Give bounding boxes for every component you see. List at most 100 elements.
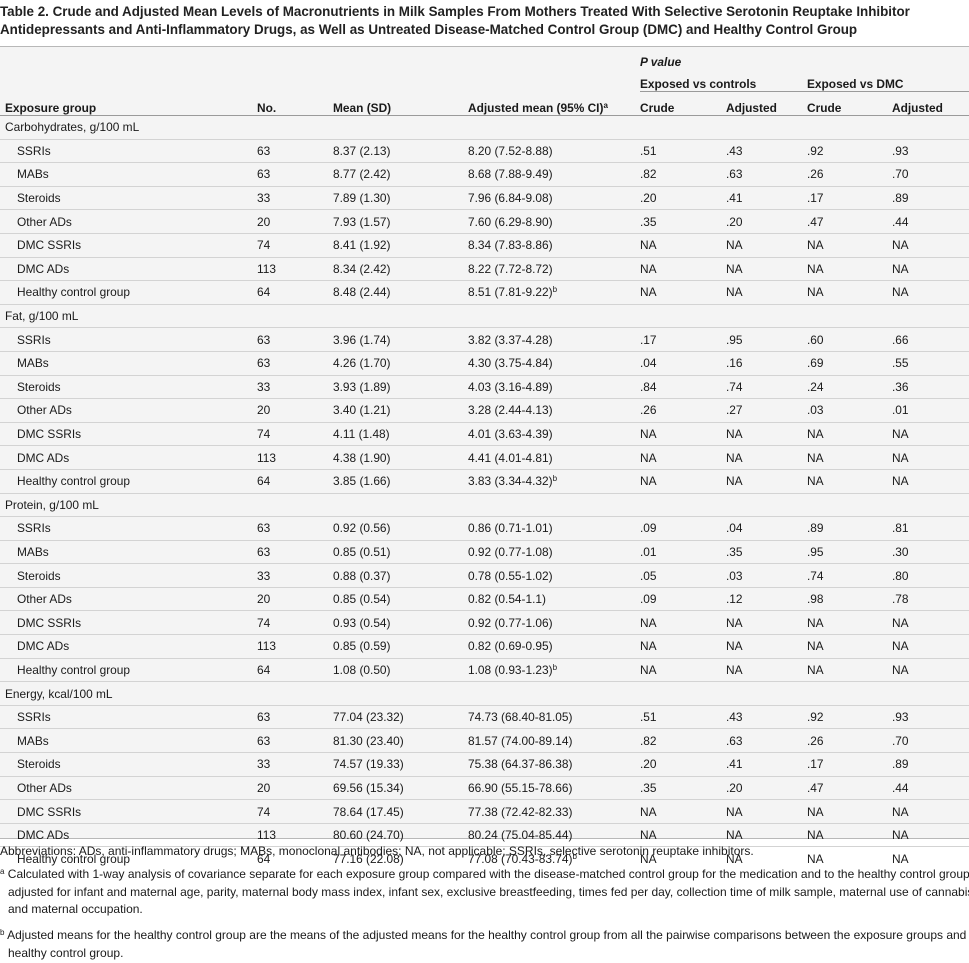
crude-p-dmc-cell: .24 bbox=[807, 374, 892, 399]
adjusted-mean-cell: 66.90 (55.15-78.66) bbox=[468, 775, 640, 800]
crude-p-controls-cell: NA bbox=[640, 846, 726, 870]
adjusted-mean-cell: 75.38 (64.37-86.38) bbox=[468, 752, 640, 777]
count-cell: 20 bbox=[257, 209, 333, 234]
adjusted-heading-dmc: Adjusted bbox=[892, 91, 969, 116]
adjusted-mean-cell: 0.86 (0.71-1.01) bbox=[468, 516, 640, 541]
crude-p-controls-cell: NA bbox=[640, 445, 726, 470]
crude-p-controls-cell: .09 bbox=[640, 586, 726, 611]
adjusted-p-controls-cell: .04 bbox=[726, 516, 807, 541]
crude-p-controls-cell: NA bbox=[640, 657, 726, 682]
data-table-panel: P value Exposed vs controls Exposed vs D… bbox=[0, 46, 969, 870]
mean-sd-cell: 4.26 (1.70) bbox=[333, 350, 468, 376]
adjusted-p-dmc-cell: .44 bbox=[892, 209, 969, 234]
adjusted-p-dmc-cell: .36 bbox=[892, 374, 969, 399]
crude-heading-controls: Crude bbox=[640, 91, 726, 116]
adjusted-p-controls-cell: .20 bbox=[726, 209, 807, 234]
group-cell: MABs bbox=[0, 728, 257, 753]
mean-sd-cell: 3.96 (1.74) bbox=[333, 327, 468, 352]
adjusted-mean-cell: 77.08 (70.43-83.74)b bbox=[468, 846, 640, 870]
crude-p-controls-cell: .82 bbox=[640, 162, 726, 187]
count-cell: 113 bbox=[257, 256, 333, 281]
crude-p-dmc-cell: NA bbox=[807, 822, 892, 847]
mean-sd-cell: 3.85 (1.66) bbox=[333, 468, 468, 493]
mean-sd-cell: 3.40 (1.21) bbox=[333, 398, 468, 423]
mean-sd-cell: 8.48 (2.44) bbox=[333, 280, 468, 305]
group-cell: Steroids bbox=[0, 185, 257, 210]
count-cell: 113 bbox=[257, 445, 333, 470]
table-row: MABs 63 4.26 (1.70) 4.30 (3.75-4.84) .04.16.… bbox=[0, 350, 969, 376]
adjusted-mean-cell: 81.57 (74.00-89.14) bbox=[468, 728, 640, 753]
footnote-marker: b bbox=[552, 474, 558, 484]
crude-p-dmc-cell: NA bbox=[807, 232, 892, 258]
crude-p-controls-cell: .20 bbox=[640, 185, 726, 210]
adjusted-p-controls-cell: NA bbox=[726, 421, 807, 446]
mean-sd-cell: 8.77 (2.42) bbox=[333, 162, 468, 187]
adjusted-p-controls-cell: NA bbox=[726, 256, 807, 281]
adjusted-mean-cell: 4.41 (4.01-4.81) bbox=[468, 445, 640, 470]
section-row: Carbohydrates, g/100 mL bbox=[0, 116, 969, 140]
table-row: MABs 63 8.77 (2.42) 8.68 (7.88-9.49) .82.63.… bbox=[0, 162, 969, 187]
table-title: Table 2. Crude and Adjusted Mean Levels … bbox=[0, 4, 910, 37]
table-row: Healthy control group 64 77.16 (22.08) 77.0… bbox=[0, 846, 969, 870]
adjusted-p-dmc-cell: NA bbox=[892, 822, 969, 847]
crude-p-controls-cell: NA bbox=[640, 610, 726, 635]
adjusted-p-controls-cell: .12 bbox=[726, 586, 807, 611]
adjusted-p-dmc-cell: NA bbox=[892, 610, 969, 635]
adjusted-mean-cell: 0.82 (0.54-1.1) bbox=[468, 586, 640, 611]
mean-sd-cell: 0.85 (0.54) bbox=[333, 586, 468, 611]
mean-sd-cell: 8.37 (2.13) bbox=[333, 138, 468, 163]
table-row: SSRIs 63 3.96 (1.74) 3.82 (3.37-4.28) .17.95… bbox=[0, 327, 969, 352]
count-cell: 113 bbox=[257, 822, 333, 847]
group-cell: MABs bbox=[0, 162, 257, 187]
crude-p-dmc-cell: .47 bbox=[807, 775, 892, 800]
section-label: Protein, g/100 mL bbox=[0, 492, 969, 517]
adjusted-p-dmc-cell: .66 bbox=[892, 327, 969, 352]
crude-p-dmc-cell: .89 bbox=[807, 516, 892, 541]
count-cell: 63 bbox=[257, 350, 333, 376]
mean-sd-cell: 0.85 (0.59) bbox=[333, 634, 468, 659]
table-row: Other ADs 20 0.85 (0.54) 0.82 (0.54-1.1) .09… bbox=[0, 586, 969, 611]
crude-p-controls-cell: NA bbox=[640, 280, 726, 305]
adjusted-p-controls-cell: .41 bbox=[726, 752, 807, 777]
adjusted-mean-cell: 0.82 (0.69-0.95) bbox=[468, 634, 640, 659]
mean-sd-cell: 7.93 (1.57) bbox=[333, 209, 468, 234]
crude-p-dmc-cell: NA bbox=[807, 256, 892, 281]
group-cell: MABs bbox=[0, 539, 257, 564]
table-row: Steroids 33 0.88 (0.37) 0.78 (0.55-1.02) .05… bbox=[0, 563, 969, 588]
table-row: DMC SSRIs 74 8.41 (1.92) 8.34 (7.83-8.86) NA… bbox=[0, 232, 969, 258]
group-cell: SSRIs bbox=[0, 516, 257, 541]
group-cell: Other ADs bbox=[0, 209, 257, 234]
mean-sd-cell: 69.56 (15.34) bbox=[333, 775, 468, 800]
adjusted-p-controls-cell: NA bbox=[726, 822, 807, 847]
count-cell: 33 bbox=[257, 563, 333, 588]
section-label: Carbohydrates, g/100 mL bbox=[5, 120, 140, 135]
crude-p-dmc-cell: NA bbox=[807, 421, 892, 446]
crude-p-controls-cell: .09 bbox=[640, 516, 726, 541]
adjusted-p-dmc-cell: .89 bbox=[892, 185, 969, 210]
adjusted-p-dmc-cell: .01 bbox=[892, 398, 969, 423]
abbreviations-footnote: Abbreviations: ADs, anti-inflammatory dr… bbox=[0, 844, 754, 858]
adjusted-p-dmc-cell: NA bbox=[892, 799, 969, 824]
crude-p-controls-cell: .35 bbox=[640, 775, 726, 800]
crude-p-dmc-cell: .26 bbox=[807, 162, 892, 187]
group-cell: DMC ADs bbox=[0, 445, 257, 470]
adjusted-p-dmc-cell: .89 bbox=[892, 752, 969, 777]
footnote-a: a Calculated with 1-way analysis of cova… bbox=[0, 867, 969, 916]
adjusted-p-dmc-cell: .70 bbox=[892, 728, 969, 753]
adjusted-mean-cell: 7.60 (6.29-8.90) bbox=[468, 209, 640, 234]
adjusted-p-controls-cell: NA bbox=[726, 232, 807, 258]
crude-p-dmc-cell: .26 bbox=[807, 728, 892, 753]
group-cell: DMC SSRIs bbox=[0, 232, 257, 258]
table-row: DMC ADs 113 80.60 (24.70) 80.24 (75.04-85.4… bbox=[0, 822, 969, 847]
crude-p-dmc-cell: NA bbox=[807, 445, 892, 470]
adjusted-p-dmc-cell: NA bbox=[892, 468, 969, 493]
table-row: Other ADs 20 7.93 (1.57) 7.60 (6.29-8.90) .3… bbox=[0, 209, 969, 234]
group-cell: Steroids bbox=[0, 374, 257, 399]
adjusted-mean-cell: 4.01 (3.63-4.39) bbox=[468, 421, 640, 446]
adjusted-p-controls-cell: .16 bbox=[726, 350, 807, 376]
adjusted-p-dmc-cell: .44 bbox=[892, 775, 969, 800]
adjusted-p-dmc-cell: NA bbox=[892, 421, 969, 446]
group-cell: SSRIs bbox=[0, 704, 257, 729]
table-row: SSRIs 63 0.92 (0.56) 0.86 (0.71-1.01) .09.04… bbox=[0, 516, 969, 541]
group-cell: DMC ADs bbox=[0, 256, 257, 281]
